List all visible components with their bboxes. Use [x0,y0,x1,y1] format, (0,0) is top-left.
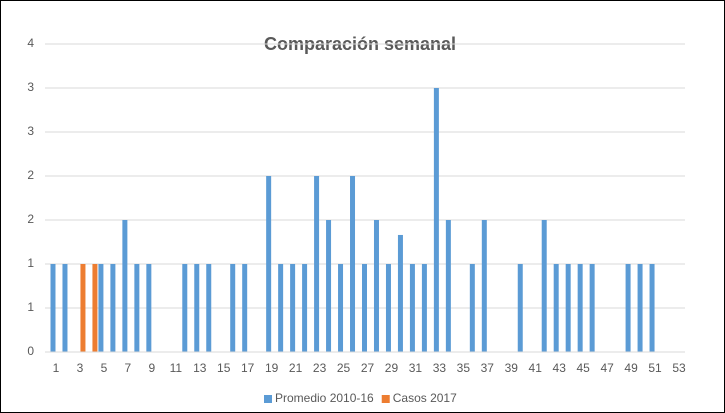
bar [80,264,86,352]
bar [469,264,475,352]
bar [517,264,523,352]
bar [362,264,367,352]
x-tick-label: 47 [600,361,614,375]
legend-swatch [381,395,390,403]
x-tick-label: 49 [624,361,638,375]
y-tick-label: 3 [27,124,34,138]
x-tick-label: 27 [361,361,375,375]
x-tick-label: 53 [672,361,686,375]
y-tick-label: 2 [27,212,34,226]
bar [98,264,104,352]
x-tick-label: 9 [148,361,155,375]
bar [553,264,559,352]
bar [290,264,296,352]
bar [649,264,655,352]
bar [122,220,128,352]
x-tick-label: 17 [241,361,255,375]
bar [397,234,403,352]
bar [421,264,427,352]
x-tick-label: 39 [505,361,519,375]
y-tick-label: 3 [27,80,34,94]
x-tick-label: 23 [313,361,327,375]
bar [134,264,140,352]
x-tick-label: 11 [170,361,183,375]
bar [266,176,272,352]
bar [338,264,344,352]
x-tick-label: 31 [409,361,423,375]
bar [445,220,451,352]
x-tick-label: 19 [265,361,279,375]
bar [433,88,439,352]
bar [230,264,236,352]
bar [302,264,308,352]
bar [62,264,68,352]
legend-label: Casos 2017 [393,391,457,405]
y-tick-label: 1 [27,300,34,314]
x-tick-label: 37 [481,361,495,375]
bar [373,220,379,352]
bar [110,264,116,352]
bar [541,220,547,352]
y-tick-label: 0 [27,344,34,358]
x-tick-label: 3 [77,361,84,375]
bar [409,264,415,352]
bar [50,264,56,352]
x-tick-label: 29 [385,361,399,375]
bar [589,264,595,352]
bar [577,264,583,352]
y-tick-label: 2 [27,168,34,182]
legend-swatch [264,395,272,403]
x-tick-label: 7 [125,361,132,375]
bar [625,264,631,352]
bar [206,264,212,352]
bar [350,176,356,352]
legend-label: Promedio 2010-16 [275,391,374,405]
x-tick-label: 43 [553,361,567,375]
x-tick-label: 35 [457,361,471,375]
bar [92,264,98,352]
bar [326,220,332,352]
y-tick-label: 1 [27,256,34,270]
bar [565,264,571,352]
x-tick-label: 25 [337,361,351,375]
x-tick-label: 41 [529,361,543,375]
x-tick-label: 15 [217,361,231,375]
x-tick-label: 5 [101,361,108,375]
x-tick-label: 21 [289,361,303,375]
bar [637,264,643,352]
bar [194,264,200,352]
bar [182,264,188,352]
bar [242,264,248,352]
x-tick-label: 45 [576,361,590,375]
bar [146,264,152,352]
x-tick-label: 33 [433,361,447,375]
x-tick-label: 1 [53,361,60,375]
x-tick-label: 51 [648,361,662,375]
x-tick-label: 13 [193,361,207,375]
bar [481,220,487,352]
bar [314,176,320,352]
bar [278,264,284,352]
bar [385,264,391,352]
y-tick-label: 4 [27,36,34,50]
